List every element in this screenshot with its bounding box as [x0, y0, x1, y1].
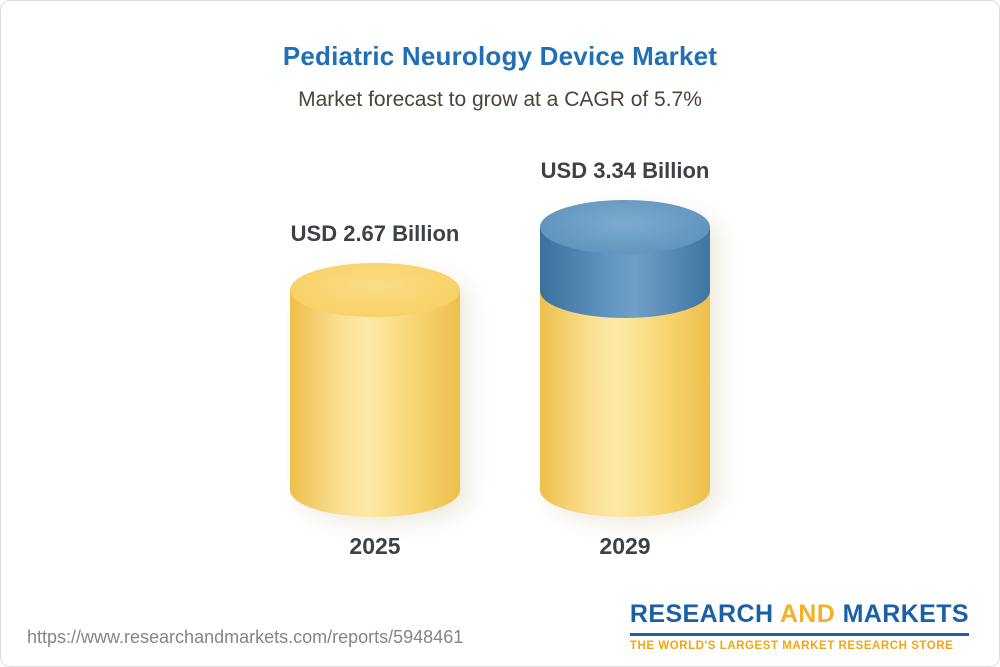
- page-title: Pediatric Neurology Device Market: [282, 41, 718, 71]
- footer: https://www.researchandmarkets.com/repor…: [1, 596, 999, 666]
- cylinder-2029: [540, 200, 710, 517]
- chart-header: Pediatric Neurology Device Market Market…: [1, 1, 999, 112]
- logo-word-markets: MARKETS: [842, 600, 969, 628]
- cylinder-2029-blue-top: [540, 200, 710, 254]
- bar-column-2025: USD 2.67 Billion 2025: [260, 221, 490, 560]
- logo-word-research: RESEARCH: [629, 600, 774, 628]
- cylinder-2025: [290, 263, 460, 517]
- research-and-markets-logo: RESEARCH AND MARKETS THE WORLD'S LARGEST…: [629, 600, 969, 652]
- chart-subtitle: Market forecast to grow at a CAGR of 5.7…: [298, 88, 702, 111]
- cylinder-2025-top: [290, 263, 460, 317]
- bar-column-2029: USD 3.34 Billion 2029: [510, 158, 740, 560]
- chart-area: USD 2.67 Billion 2025 USD 3.34 Billion 2…: [1, 158, 999, 560]
- logo-divider-line: [629, 633, 969, 636]
- logo-word-and: AND: [779, 600, 836, 628]
- report-url: https://www.researchandmarkets.com/repor…: [27, 627, 464, 647]
- category-label-2029: 2029: [599, 533, 651, 559]
- value-label-2029: USD 3.34 Billion: [540, 158, 710, 183]
- category-label-2025: 2025: [349, 533, 401, 559]
- base-segment: [540, 291, 710, 517]
- growth-segment: [540, 200, 710, 318]
- cylinder-2025-body: [290, 290, 460, 517]
- logo-tagline: THE WORLD'S LARGEST MARKET RESEARCH STOR…: [629, 640, 954, 652]
- value-label-2025: USD 2.67 Billion: [290, 221, 460, 246]
- logo-wordmark: RESEARCH AND MARKETS: [630, 600, 969, 629]
